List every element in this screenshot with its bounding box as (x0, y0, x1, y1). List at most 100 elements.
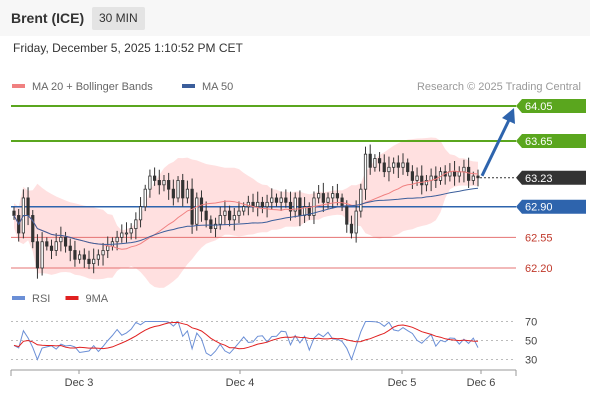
candle-81 (392, 157, 396, 174)
main-legend: MA 20 + Bollinger Bands MA 50 (12, 81, 233, 93)
candle-39 (195, 192, 199, 231)
candle-79 (382, 154, 386, 178)
candle-60 (293, 192, 297, 218)
candle-18 (96, 249, 100, 266)
level-tag-63.65 (516, 134, 586, 149)
candle-67 (326, 192, 330, 209)
candle-11 (63, 231, 68, 253)
candle-73 (354, 200, 358, 243)
legend-label-0: MA 20 + Bollinger Bands (32, 81, 153, 93)
moving-averages (13, 170, 479, 250)
rsi-tick-70: 70 (525, 317, 537, 329)
level-labels: 64.05 63.65 63.23 62.90 62.55 62.20 (516, 99, 586, 275)
candle-53 (260, 196, 265, 214)
candle-25 (129, 223, 133, 240)
x-tick-label-2: Dec 5 (388, 377, 417, 389)
candle-33 (167, 172, 171, 200)
rsi-tick-50: 50 (525, 336, 537, 348)
candle-15 (82, 248, 86, 268)
candle-44 (218, 206, 222, 230)
level-tag-63.23 (516, 170, 586, 185)
candle-16 (87, 250, 91, 270)
bollinger-bands (14, 137, 478, 288)
legend-swatch-1 (182, 84, 195, 88)
candle-94 (452, 160, 457, 186)
candle-58 (284, 189, 288, 208)
ma50-line (13, 187, 479, 245)
legend-swatch-0 (12, 84, 25, 88)
rsi-legend-label-0: RSI (32, 293, 50, 305)
timeframe-button[interactable]: 30 MIN (92, 7, 145, 30)
candle-10 (59, 226, 63, 252)
forecast-arrow (480, 108, 515, 177)
rsi-legend-swatch-0 (12, 296, 25, 300)
candle-69 (335, 183, 339, 206)
candle-83 (401, 153, 405, 175)
candle-31 (157, 169, 161, 195)
candle-24 (124, 222, 129, 243)
candle-37 (185, 180, 190, 204)
rsi-tick-30: 30 (525, 355, 537, 367)
level-label-62.55: 62.55 (525, 232, 553, 244)
x-axis: Dec 3 Dec 4 Dec 5 Dec 6 (10, 369, 517, 389)
rsi-legend-swatch-1 (65, 296, 79, 300)
candle-52 (256, 191, 260, 217)
candle-42 (209, 215, 213, 233)
level-label-63.65: 63.65 (525, 136, 553, 148)
candle-76 (368, 144, 372, 175)
research-watermark: Research © 2025 Trading Central (417, 81, 581, 93)
candle-19 (101, 242, 105, 266)
rsi-legend-label-1: 9MA (86, 293, 109, 305)
candle-35 (176, 176, 180, 203)
candle-45 (223, 200, 227, 226)
candle-88 (424, 175, 429, 192)
candle-28 (143, 184, 147, 212)
candle-57 (279, 191, 283, 211)
candle-23 (120, 224, 124, 243)
candle-54 (265, 194, 269, 218)
forecast-arrow-shaft (480, 119, 511, 177)
candle-78 (377, 152, 382, 172)
rsi-panel: 70 50 30 (11, 317, 537, 367)
chart-header: Brent (ICE) 30 MIN (0, 0, 590, 36)
candle-0 (12, 206, 16, 220)
candle-84 (406, 158, 410, 177)
chart-datetime: Friday, December 5, 2025 1:10:52 PM CET (13, 41, 243, 55)
candle-14 (78, 250, 82, 264)
candle-41 (204, 201, 208, 228)
candle-47 (232, 207, 236, 231)
candle-48 (237, 201, 241, 223)
level-tag-62.90 (516, 199, 586, 214)
candle-75 (363, 146, 368, 200)
candle-22 (115, 230, 119, 251)
candle-38 (190, 178, 194, 234)
level-label-63.23: 63.23 (525, 173, 553, 185)
candle-30 (153, 167, 157, 186)
candle-43 (213, 217, 218, 238)
candle-87 (420, 165, 424, 195)
candle-63 (307, 202, 311, 220)
candle-36 (181, 173, 185, 207)
candle-56 (274, 193, 279, 207)
candle-17 (92, 248, 96, 274)
candle-8 (49, 239, 54, 260)
rsi-legend: RSI 9MA (12, 293, 109, 305)
candle-66 (321, 182, 325, 212)
candle-85 (410, 165, 414, 190)
candle-5 (35, 234, 40, 279)
candle-82 (396, 155, 400, 178)
legend-label-1: MA 50 (202, 81, 233, 93)
level-label-64.05: 64.05 (525, 101, 553, 113)
bollinger-band-area (14, 137, 478, 288)
candle-68 (331, 186, 335, 209)
x-tick-label-0: Dec 3 (65, 377, 94, 389)
candle-13 (73, 240, 77, 267)
candle-26 (134, 212, 138, 240)
rsi-ma-line (13, 321, 479, 350)
candle-4 (31, 210, 35, 249)
x-tick-label-3: Dec 6 (467, 377, 496, 389)
candle-27 (138, 197, 143, 228)
level-label-62.90: 62.90 (525, 202, 553, 214)
candle-29 (148, 169, 152, 198)
